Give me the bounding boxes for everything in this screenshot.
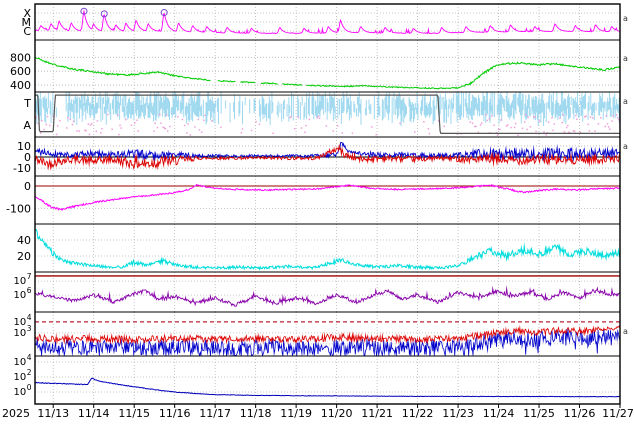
solar-terrestrial-activity-chart [0, 0, 634, 424]
chart-canvas [0, 0, 634, 424]
